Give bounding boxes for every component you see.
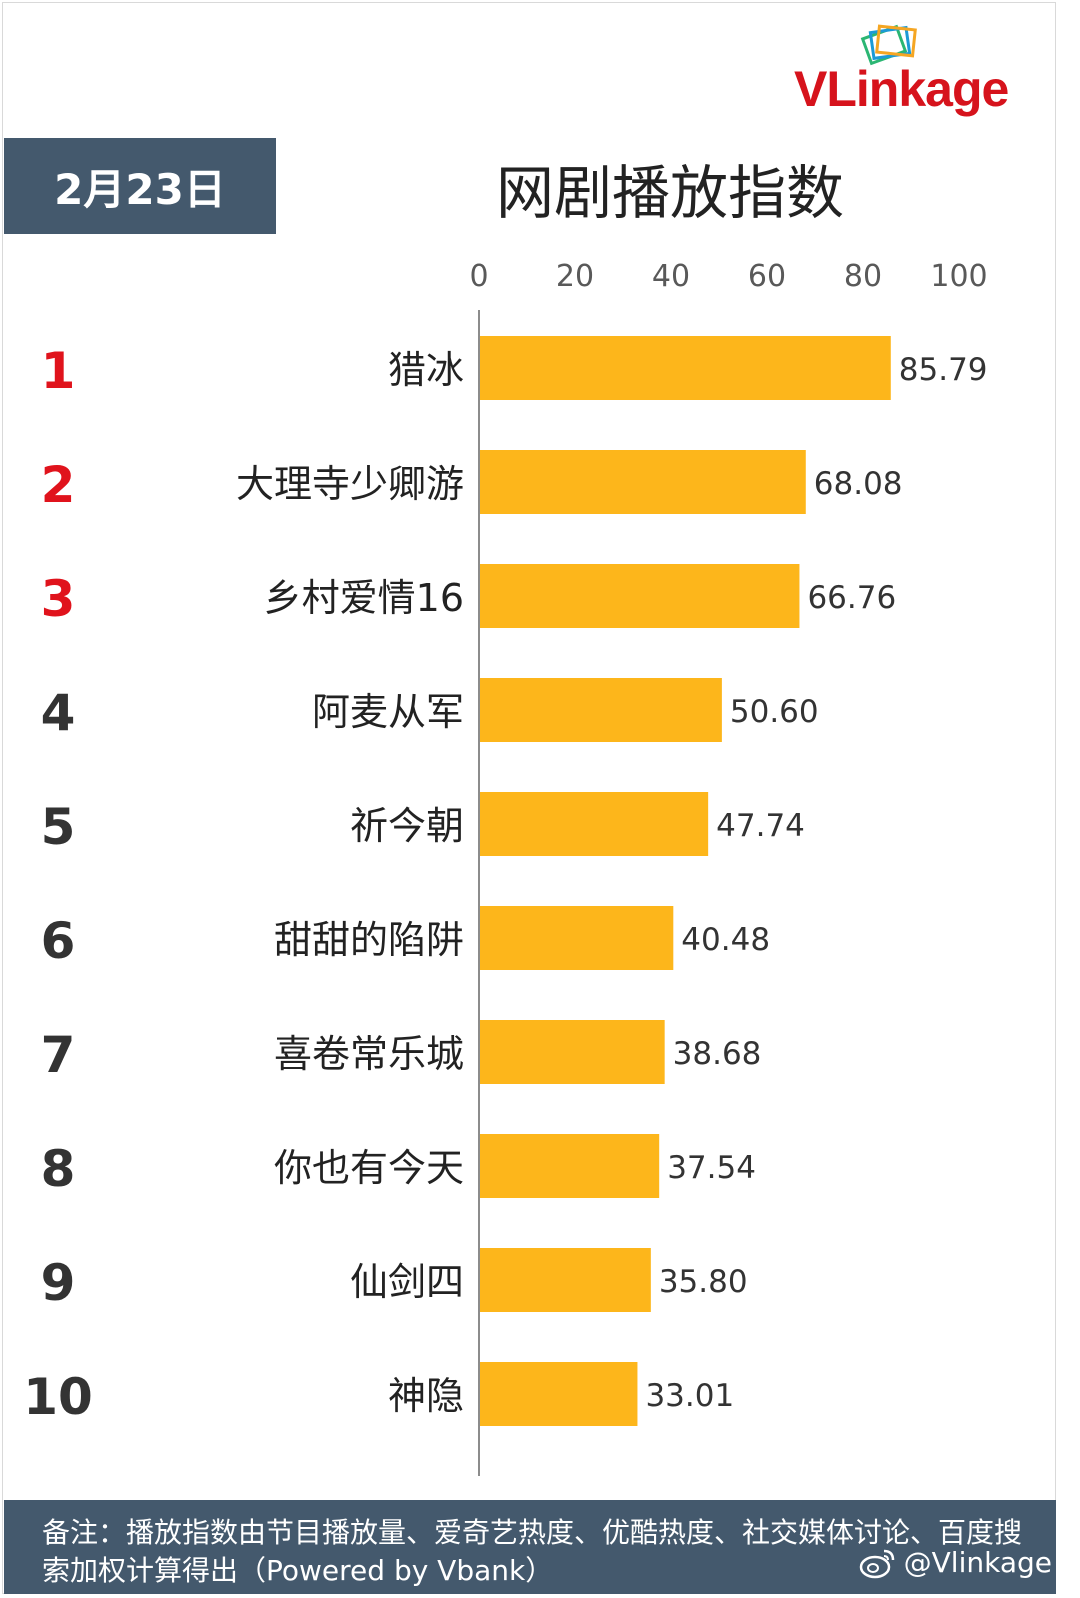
value-label: 66.76 bbox=[807, 580, 896, 616]
x-tick-label: 80 bbox=[844, 259, 882, 294]
rank-number: 5 bbox=[41, 798, 76, 856]
category-label: 喜卷常乐城 bbox=[274, 1032, 464, 1076]
category-label: 神隐 bbox=[388, 1374, 464, 1418]
value-label: 37.54 bbox=[667, 1150, 756, 1186]
value-label: 50.60 bbox=[730, 694, 819, 730]
value-label: 33.01 bbox=[645, 1378, 734, 1414]
x-tick-label: 0 bbox=[469, 259, 488, 294]
weibo-icon bbox=[859, 1549, 894, 1578]
value-label: 35.80 bbox=[659, 1264, 748, 1300]
bar bbox=[480, 1362, 638, 1426]
rank-number: 9 bbox=[41, 1254, 76, 1312]
category-label: 猎冰 bbox=[388, 348, 464, 392]
logo-cards-icon bbox=[860, 24, 917, 66]
x-tick-label: 40 bbox=[652, 259, 690, 294]
vlinkage-logo: VLinkage bbox=[794, 20, 1054, 120]
bar bbox=[480, 1248, 651, 1312]
value-label: 47.74 bbox=[716, 808, 805, 844]
rank-number: 7 bbox=[41, 1026, 76, 1084]
category-label: 大理寺少卿游 bbox=[236, 462, 464, 506]
bar bbox=[480, 564, 800, 628]
watermark: @Vlinkage bbox=[858, 1546, 1052, 1579]
rank-number: 3 bbox=[41, 570, 76, 628]
rank-number: 4 bbox=[41, 684, 76, 742]
chart-title: 网剧播放指数 bbox=[495, 159, 844, 227]
x-tick-label: 60 bbox=[748, 259, 786, 294]
watermark-text: @Vlinkage bbox=[903, 1546, 1052, 1579]
value-label: 85.79 bbox=[899, 352, 988, 388]
category-label: 仙剑四 bbox=[350, 1260, 464, 1304]
category-label: 乡村爱情16 bbox=[264, 576, 464, 620]
rank-number: 2 bbox=[41, 456, 76, 514]
bar bbox=[480, 1020, 665, 1084]
bar bbox=[480, 678, 722, 742]
bar bbox=[480, 1134, 660, 1198]
category-label: 甜甜的陷阱 bbox=[274, 918, 464, 962]
value-label: 40.48 bbox=[681, 922, 770, 958]
rank-number: 10 bbox=[23, 1368, 93, 1426]
bar bbox=[480, 336, 891, 400]
bar bbox=[480, 792, 709, 856]
rank-number: 1 bbox=[41, 342, 76, 400]
x-tick-label: 20 bbox=[556, 259, 594, 294]
bar bbox=[480, 450, 806, 514]
rank-number: 8 bbox=[41, 1140, 76, 1198]
rank-number: 6 bbox=[41, 912, 76, 970]
category-label: 你也有今天 bbox=[274, 1146, 464, 1190]
category-label: 祈今朝 bbox=[350, 804, 464, 848]
value-label: 68.08 bbox=[814, 466, 903, 502]
x-tick-label: 100 bbox=[930, 259, 987, 294]
date-badge: 2月23日 bbox=[4, 138, 276, 234]
logo-text: VLinkage bbox=[794, 61, 1009, 117]
value-label: 38.68 bbox=[673, 1036, 762, 1072]
bar-chart: 0 20 40 60 80 100 85.79 猎冰 1 68.08 大理寺少卿游 2 66.76 乡村爱… bbox=[23, 259, 988, 1476]
bar bbox=[480, 906, 674, 970]
footer-note: 备注：播放指数由节目播放量、爱奇艺热度、优酷热度、社交媒体讨论、百度搜索加权计算… bbox=[4, 1500, 1056, 1594]
footer-note-text: 备注：播放指数由节目播放量、爱奇艺热度、优酷热度、社交媒体讨论、百度搜索加权计算… bbox=[42, 1516, 1023, 1587]
category-label: 阿麦从军 bbox=[312, 690, 464, 734]
